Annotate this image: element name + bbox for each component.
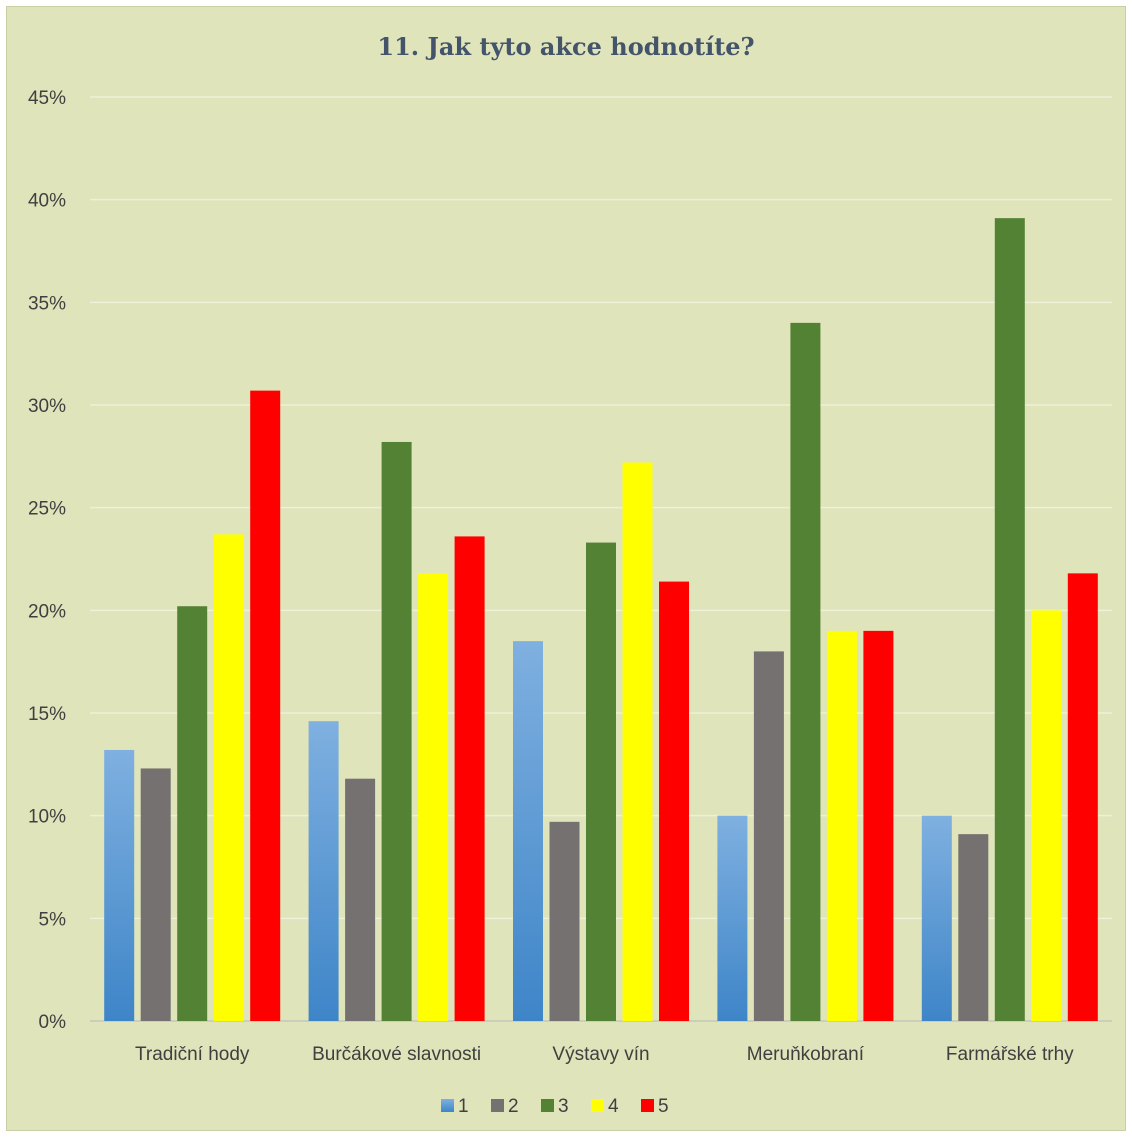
legend-label-4: 4 xyxy=(608,1096,619,1117)
legend-swatch-3 xyxy=(541,1099,554,1112)
y-tick-label: 35% xyxy=(28,293,66,314)
legend-swatch-1 xyxy=(441,1099,454,1112)
bar-2-4 xyxy=(753,651,784,1021)
bar-5-5 xyxy=(1067,573,1098,1021)
bar-1-5 xyxy=(921,815,952,1021)
x-category-label: Burčákové slavnosti xyxy=(312,1044,481,1065)
bar-3-4 xyxy=(790,322,821,1021)
bar-5-3 xyxy=(659,581,689,1021)
legend-swatch-5 xyxy=(641,1099,654,1112)
bar-1-1 xyxy=(104,749,135,1021)
legend-swatch-4 xyxy=(591,1099,604,1112)
y-tick-label: 10% xyxy=(28,807,66,828)
bar-4-1 xyxy=(213,534,244,1021)
bar-2-2 xyxy=(345,778,376,1021)
legend-label-2: 2 xyxy=(508,1096,519,1117)
bar-4-4 xyxy=(826,630,857,1021)
bar-3-1 xyxy=(177,606,208,1021)
y-tick-label: 20% xyxy=(28,601,66,622)
bar-5-1 xyxy=(250,390,281,1021)
bar-5-2 xyxy=(454,536,485,1021)
y-tick-label: 45% xyxy=(28,88,66,109)
y-tick-label: 30% xyxy=(28,396,66,417)
bar-1-4 xyxy=(717,815,748,1021)
bar-1-2 xyxy=(308,721,339,1021)
bar-5-4 xyxy=(863,630,894,1021)
bar-3-5 xyxy=(994,218,1025,1021)
legend-label-3: 3 xyxy=(558,1096,569,1117)
legend-swatch-2 xyxy=(491,1099,504,1112)
bar-4-5 xyxy=(1031,610,1062,1021)
y-tick-label: 40% xyxy=(28,191,66,212)
chart-title: 11. Jak tyto akce hodnotíte? xyxy=(377,32,755,61)
bar-1-3 xyxy=(513,641,543,1021)
bar-3-3 xyxy=(586,542,616,1021)
y-tick-label: 25% xyxy=(28,499,66,520)
y-tick-label: 15% xyxy=(28,704,66,725)
bar-4-3 xyxy=(622,462,653,1021)
y-tick-label: 5% xyxy=(39,909,67,930)
bar-4-2 xyxy=(418,573,449,1021)
x-category-label: Meruňkobraní xyxy=(747,1044,865,1065)
y-tick-label: 0% xyxy=(39,1012,67,1033)
legend-label-1: 1 xyxy=(458,1096,469,1117)
bar-2-5 xyxy=(958,834,989,1021)
legend-label-5: 5 xyxy=(658,1096,669,1117)
bar-2-1 xyxy=(140,768,171,1021)
x-category-label: Výstavy vín xyxy=(552,1044,649,1065)
bar-2-3 xyxy=(549,821,580,1021)
x-category-label: Tradiční hody xyxy=(135,1044,250,1065)
x-category-label: Farmářské trhy xyxy=(946,1044,1074,1065)
bar-3-2 xyxy=(381,441,412,1022)
